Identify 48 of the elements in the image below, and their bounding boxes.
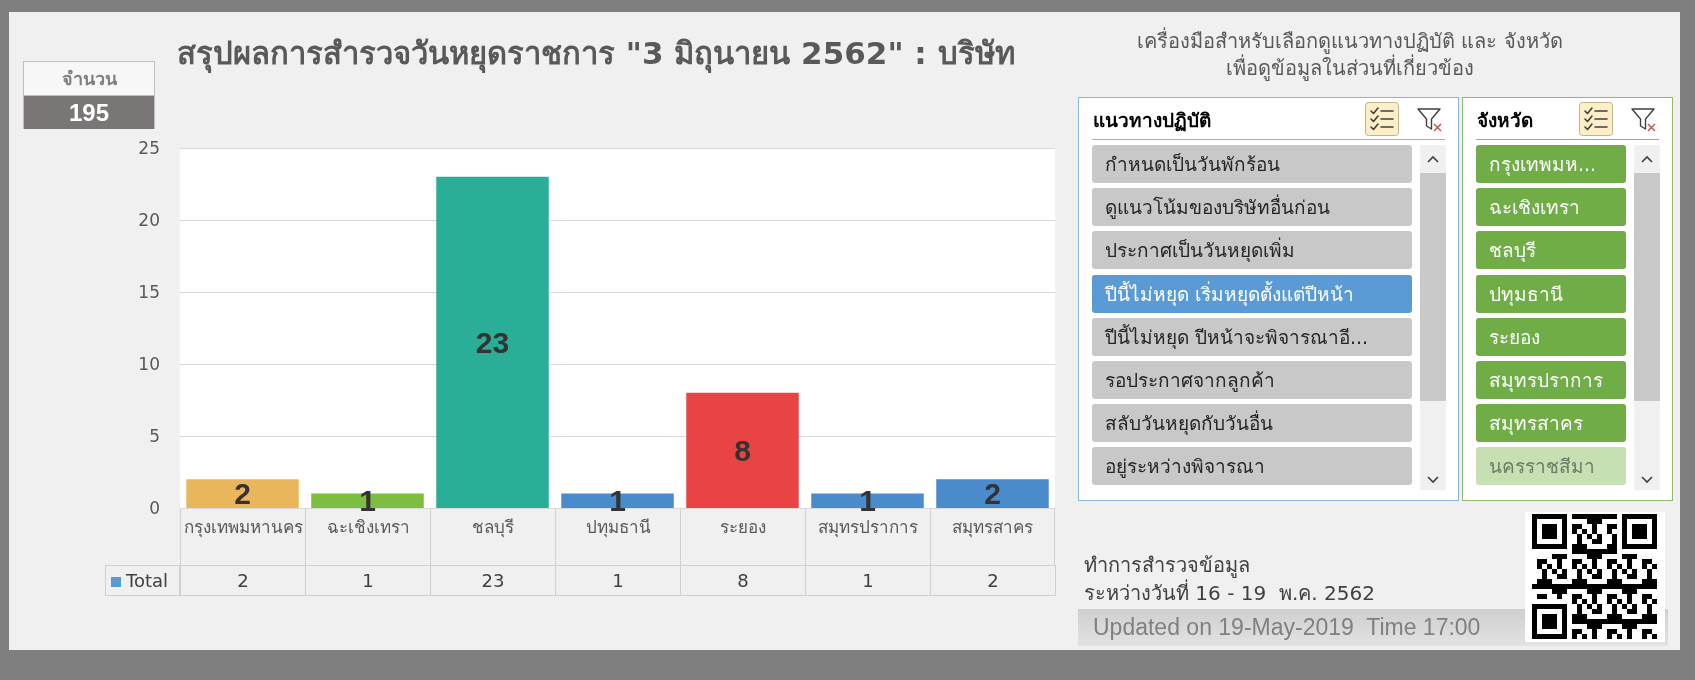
slicer-button: ฉะเชิงเทรา [1476, 188, 1626, 227]
annotation: 8 [734, 433, 751, 467]
data-label: 8 [680, 565, 806, 596]
text: แนวทางปฏิบัติ [1093, 108, 1211, 134]
annotation: 2 [984, 477, 1001, 511]
slicer-button: รอประกาศจากลูกค้า [1092, 361, 1412, 399]
text: จังหวัด [1477, 108, 1533, 133]
annotation: 2 [234, 477, 251, 511]
slicer-button: อยู่ระหว่างพิจารณา [1092, 447, 1412, 486]
data-label: 1 [805, 565, 931, 596]
text: ทำการสำรวจข้อมูล [1084, 552, 1251, 579]
slicer-button: นครราชสีมา [1476, 447, 1626, 486]
data-label: 2 [180, 565, 306, 596]
slicer-button: สลับวันหยุดกับวันอื่น [1092, 404, 1412, 443]
text: เพื่อดูข้อมูลในส่วนที่เกี่ยวข้อง [1226, 55, 1475, 82]
text: ระหว่างวันที่ 16 - 19 พ.ค. 2562 [1084, 579, 1376, 607]
annotation: 23 [475, 325, 510, 359]
x-tick-label: ระยอง [680, 508, 805, 565]
y-tick-label: 25 [138, 138, 160, 158]
chart-title: สรุปผลการสำรวจวันหยุดราชการ "3 มิถุนายน 2562" : บริษัท [177, 34, 1015, 73]
y-tick-label: 15 [138, 282, 160, 302]
y-tick-label: 0 [149, 498, 160, 518]
y-tick-label: 5 [149, 426, 160, 446]
data-label: 2 [930, 565, 1056, 596]
slicer-button: ปทุมธานี [1476, 274, 1626, 313]
y-tick-label: 20 [138, 210, 160, 230]
slicer-button: กรุงเทพมห... [1476, 145, 1626, 183]
slicer-button: ประกาศเป็นวันหยุดเพิ่ม [1092, 231, 1412, 270]
text: 195 [24, 96, 154, 129]
slicer-button: ปีนี้ไม่หยุด เริ่มหยุดตั้งแต่ปีหน้า [1092, 274, 1412, 313]
slicer-button: ปีนี้ไม่หยุด ปีหน้าจะพิจารณาอี... [1092, 317, 1412, 356]
x-tick-label: ชลบุรี [430, 508, 555, 565]
data-label: 23 [430, 565, 556, 596]
slicer-button: สมุทรสาคร [1476, 404, 1626, 443]
text: เครื่องมือสำหรับเลือกดูแนวทางปฏิบัติ และ จังหวัด [1136, 28, 1564, 55]
x-tick-label: สมุทรสาคร [952, 517, 1033, 537]
text: จำนวน [24, 62, 154, 96]
slicer-button: ระยอง [1476, 317, 1626, 356]
slicer-button: สมุทรปราการ [1476, 361, 1626, 399]
data-label: 1 [305, 565, 431, 596]
slicer-button: ชลบุรี [1476, 231, 1626, 270]
data-label: 1 [555, 565, 681, 596]
text: Total [126, 570, 169, 591]
y-tick-label: 10 [138, 354, 160, 374]
text: Updated on 19-May-2019 Time 17:00 [1078, 609, 1668, 646]
slicer-button: กำหนดเป็นวันพักร้อน [1092, 145, 1412, 183]
x-tick-label: กรุงเทพมหานคร [183, 517, 303, 537]
slicer-button: ดูแนวโน้มของบริษัทอื่นก่อน [1092, 188, 1412, 227]
